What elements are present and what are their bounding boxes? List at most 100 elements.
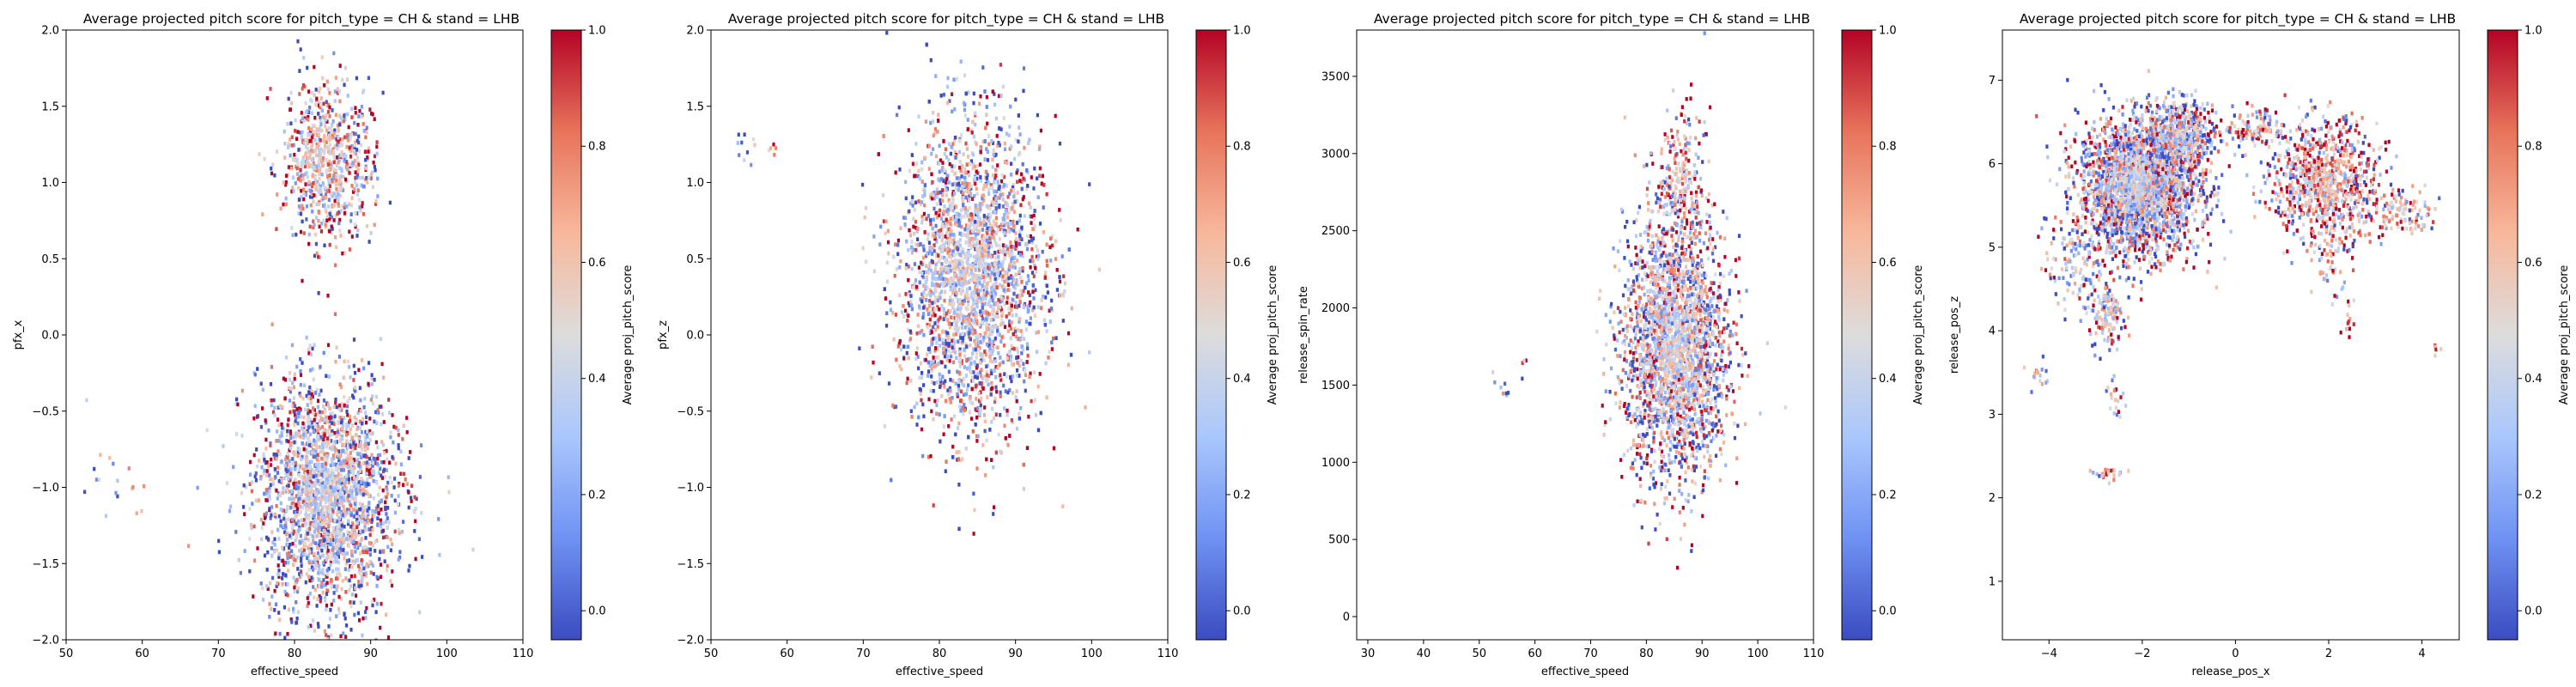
heatmap-cell bbox=[341, 442, 344, 447]
heatmap-cell bbox=[248, 507, 252, 511]
heatmap-cell bbox=[1003, 302, 1006, 307]
heatmap-cell bbox=[262, 452, 265, 457]
heatmap-cell bbox=[360, 105, 363, 109]
heatmap-cell bbox=[331, 468, 334, 472]
heatmap-cell bbox=[1003, 228, 1006, 233]
heatmap-cell bbox=[407, 568, 410, 573]
heatmap-cell bbox=[1026, 353, 1030, 358]
heatmap-cell bbox=[374, 610, 378, 614]
heatmap-cell bbox=[327, 416, 331, 420]
heatmap-cell bbox=[932, 147, 935, 151]
heatmap-cell bbox=[328, 617, 331, 621]
heatmap-cell bbox=[332, 51, 336, 56]
heatmap-cell bbox=[308, 368, 313, 373]
heatmap-cell bbox=[240, 434, 244, 438]
heatmap-cell bbox=[293, 158, 297, 162]
heatmap-cell bbox=[337, 128, 340, 133]
heatmap-cell bbox=[983, 405, 987, 410]
heatmap-cell bbox=[946, 281, 951, 285]
heatmap-cell bbox=[979, 370, 982, 374]
heatmap-cell bbox=[337, 560, 340, 565]
heatmap-cell bbox=[307, 545, 310, 550]
heatmap-cell bbox=[309, 521, 313, 526]
heatmap-cell bbox=[323, 150, 326, 155]
heatmap-cell bbox=[311, 123, 314, 128]
heatmap-cell bbox=[329, 538, 332, 542]
heatmap-cell bbox=[352, 561, 356, 566]
heatmap-cell bbox=[318, 539, 321, 544]
heatmap-cell bbox=[325, 472, 329, 477]
heatmap-cell bbox=[293, 153, 296, 157]
heatmap-cell bbox=[301, 361, 304, 365]
heatmap-cell bbox=[944, 364, 947, 369]
heatmap-cell bbox=[253, 404, 257, 408]
heatmap-cell bbox=[310, 565, 314, 569]
heatmap-cell bbox=[325, 557, 328, 562]
heatmap-cell bbox=[330, 556, 333, 562]
heatmap-cell bbox=[325, 117, 328, 122]
heatmap-cell bbox=[350, 234, 354, 239]
heatmap-cell bbox=[943, 298, 946, 303]
heatmap-cell bbox=[316, 478, 319, 483]
heatmap-cell bbox=[297, 468, 301, 472]
heatmap-cell bbox=[322, 137, 326, 141]
heatmap-cell bbox=[327, 204, 331, 209]
heatmap-cell bbox=[334, 480, 337, 485]
heatmap-cell bbox=[976, 171, 980, 175]
heatmap-cell bbox=[268, 486, 271, 490]
heatmap-cell bbox=[326, 294, 330, 298]
heatmap-cell bbox=[275, 227, 278, 231]
heatmap-cell bbox=[364, 528, 368, 532]
heatmap-cell bbox=[313, 222, 316, 228]
heatmap-cell bbox=[295, 416, 298, 420]
heatmap-cell bbox=[898, 265, 902, 270]
heatmap-cell bbox=[292, 385, 296, 390]
heatmap-cell bbox=[337, 611, 341, 615]
heatmap-cell bbox=[340, 168, 343, 173]
heatmap-cell bbox=[349, 464, 353, 469]
heatmap-cell bbox=[277, 611, 281, 615]
heatmap-cell bbox=[1021, 293, 1024, 297]
heatmap-cell bbox=[387, 520, 391, 525]
heatmap-cell bbox=[963, 392, 966, 397]
heatmap-cell bbox=[349, 459, 352, 464]
heatmap-cell bbox=[329, 411, 332, 416]
heatmap-cell bbox=[323, 120, 326, 125]
heatmap-cell bbox=[325, 550, 329, 556]
heatmap-cell bbox=[306, 403, 309, 407]
heatmap-cell bbox=[319, 445, 323, 449]
heatmap-cell bbox=[948, 386, 951, 391]
heatmap-cell bbox=[316, 597, 319, 601]
heatmap-cell bbox=[309, 352, 313, 356]
heatmap-cell bbox=[353, 143, 356, 148]
heatmap-cell bbox=[299, 373, 303, 377]
heatmap-cell bbox=[999, 63, 1002, 67]
heatmap-cell bbox=[274, 602, 278, 607]
heatmap-cell bbox=[339, 153, 343, 158]
heatmap-cell bbox=[364, 448, 368, 453]
heatmap-cell bbox=[300, 164, 303, 168]
heatmap-cell bbox=[299, 435, 302, 439]
heatmap-cell bbox=[294, 118, 297, 123]
heatmap-cell bbox=[325, 189, 329, 194]
colorbar-label: Average proj_pitch_score bbox=[622, 265, 635, 405]
heatmap-cell bbox=[316, 508, 319, 512]
heatmap-cell bbox=[302, 447, 306, 452]
heatmap-cell bbox=[995, 261, 999, 266]
heatmap-cell bbox=[325, 192, 328, 197]
heatmap-cell bbox=[988, 299, 992, 304]
heatmap-cell bbox=[366, 550, 369, 555]
heatmap-cell bbox=[323, 497, 326, 502]
heatmap-cell bbox=[1014, 231, 1018, 235]
heatmap-cell bbox=[1022, 487, 1025, 491]
heatmap-cell bbox=[929, 222, 933, 227]
heatmap-cell bbox=[314, 102, 318, 107]
heatmap-cell bbox=[974, 179, 977, 183]
heatmap-cell bbox=[365, 420, 368, 425]
heatmap-cell bbox=[1030, 175, 1033, 179]
heatmap-cell bbox=[331, 538, 335, 543]
heatmap-cell bbox=[339, 234, 343, 238]
heatmap-cell bbox=[886, 240, 890, 245]
heatmap-cell bbox=[944, 258, 947, 263]
heatmap-cell bbox=[292, 401, 295, 406]
